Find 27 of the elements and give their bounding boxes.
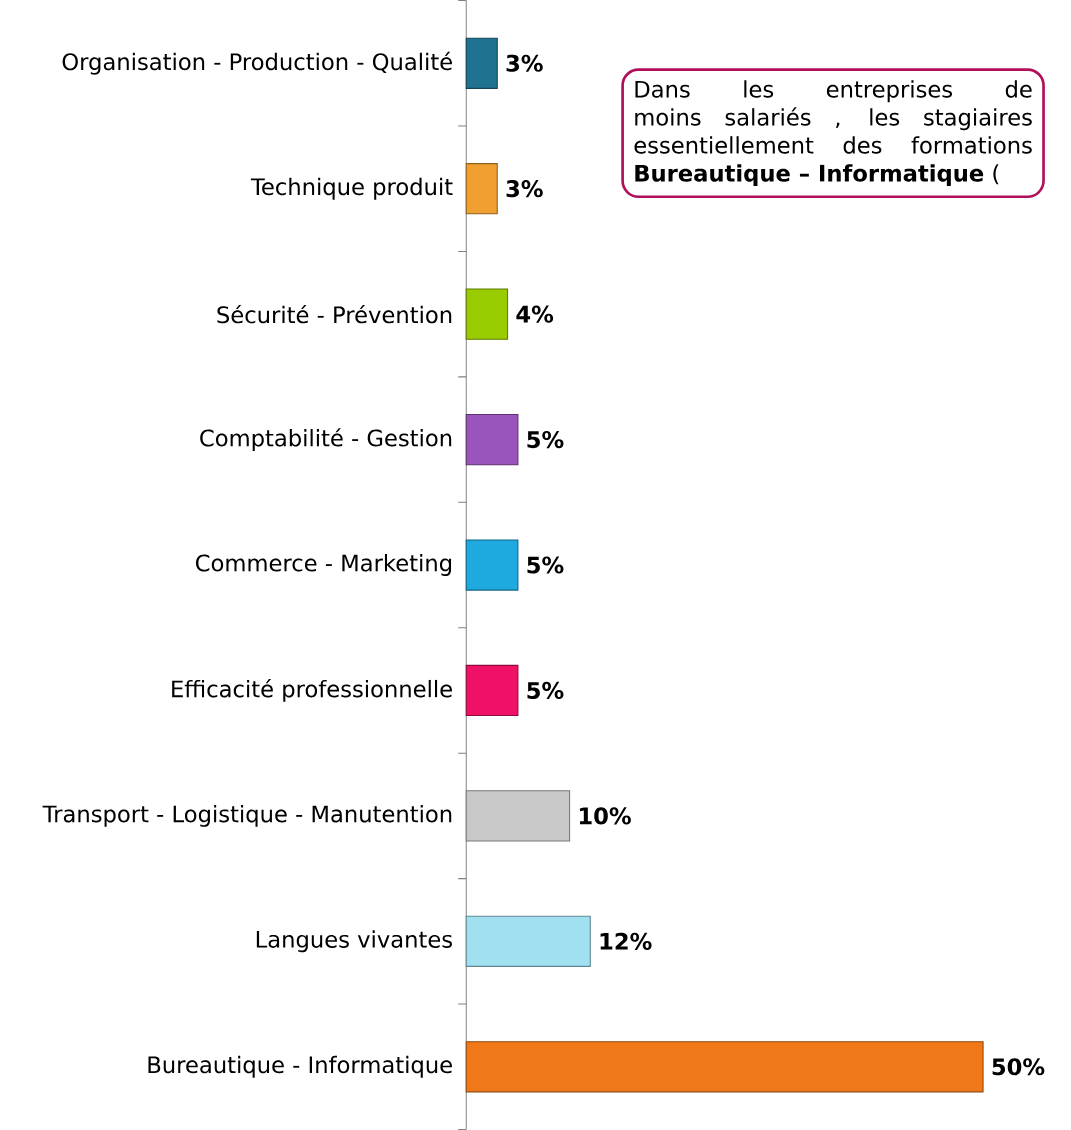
bar [465,539,519,591]
data-label: 50% [992,1058,1045,1076]
data-label: 12% [600,932,652,950]
bar [465,37,498,89]
annotation: Dans les entreprises de moins salariés , les stagiaires essentiellement des formations Bureautique – Informatique ( [634,80,1032,187]
data-label: 10% [579,807,631,825]
data-label: 5% [527,681,564,699]
y-tick-label: Organisation - Production - Qualité [62,51,452,75]
y-tick-label: Comptabilité - Gestion [200,428,452,451]
y-tick-label: Sécurité - Prévention [217,304,452,324]
bar [465,1041,984,1093]
bar [465,915,591,967]
data-label: 5% [527,556,564,574]
y-tick-label: Langues vivantes [256,930,452,953]
y-tick-label: Technique produit [250,177,453,200]
data-label: 5% [527,431,564,449]
bar [465,288,509,340]
bar [465,664,519,717]
y-tick-label: Transport - Logistique - Manutention [42,804,452,827]
data-label: 3% [506,180,543,198]
y-tick-label: Efficacité professionnelle [172,679,452,702]
y-tick-label: Commerce - Marketing [196,554,452,576]
data-label: 3% [506,54,543,72]
bar [465,163,498,215]
y-tick-label: Bureautique - Informatique [148,1055,452,1078]
data-label: 4% [516,305,554,323]
bar [465,413,519,466]
